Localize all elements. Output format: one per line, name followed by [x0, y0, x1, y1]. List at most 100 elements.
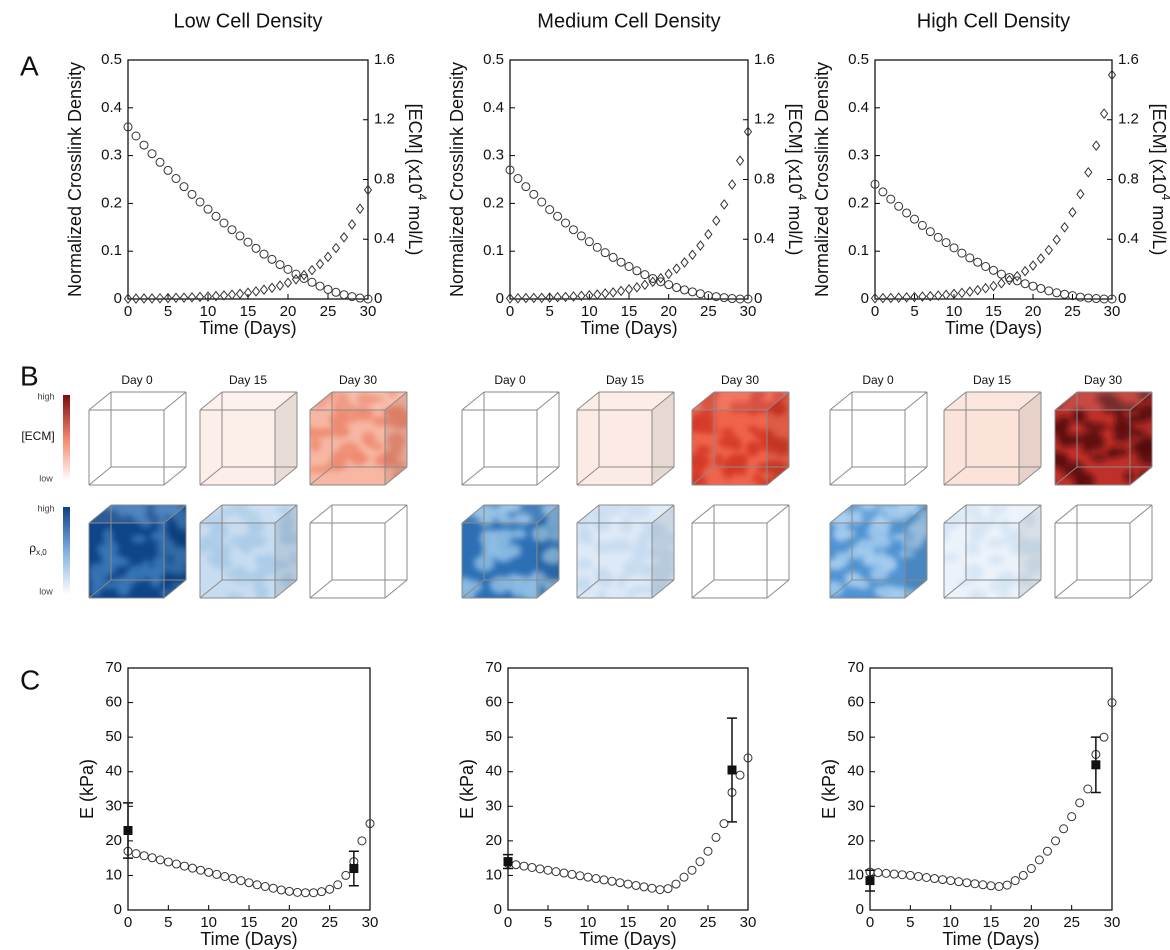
- data-point: [870, 292, 880, 304]
- cube-volume: [200, 392, 297, 485]
- data-point: [615, 878, 625, 888]
- cube-edge: [88, 579, 112, 599]
- data-point: [973, 257, 983, 267]
- cube-blob: [157, 517, 168, 532]
- cube-blob: [128, 505, 144, 517]
- y2-axis-title-part: [ECM] (x10: [785, 104, 805, 194]
- data-point: [918, 291, 927, 302]
- data-point: [711, 832, 721, 842]
- cube-blob: [1131, 429, 1145, 438]
- data-point: [925, 227, 935, 237]
- x-tick-label: 10: [942, 914, 959, 931]
- data-point: [139, 140, 149, 150]
- cube-edge: [536, 391, 560, 411]
- chart-title: Medium Cell Density: [537, 10, 720, 32]
- x-axis-title: Time (Days): [945, 318, 1042, 338]
- x-tick-label: 5: [910, 303, 918, 320]
- data-point: [727, 179, 737, 190]
- cube-blob: [170, 555, 186, 563]
- data-point: [926, 290, 935, 302]
- cube-blob: [501, 528, 513, 546]
- data-point: [204, 867, 214, 877]
- cube-blob: [609, 539, 633, 553]
- data-point: [608, 252, 618, 262]
- data-point: [228, 874, 238, 884]
- cube-edge: [1018, 391, 1042, 411]
- data-point: [989, 265, 998, 275]
- cube-blob: [636, 534, 647, 550]
- cube-blob: [733, 442, 742, 451]
- x-tick-label: 20: [660, 303, 677, 320]
- cube-blob: [753, 473, 763, 484]
- cube-edge: [576, 391, 600, 411]
- data-point: [341, 870, 351, 880]
- data-point: [577, 290, 586, 302]
- cube-edge: [88, 504, 112, 524]
- data-point: [299, 269, 309, 281]
- data-point: [607, 876, 617, 886]
- cube-blob: [834, 530, 851, 540]
- data-point: [1075, 292, 1085, 302]
- day-label: Day 15: [606, 373, 644, 387]
- x-tick-label: 15: [985, 303, 1002, 320]
- data-point: [962, 878, 972, 888]
- x-tick-label: 30: [1104, 914, 1121, 931]
- data-point: [521, 182, 531, 192]
- cube-blob: [330, 451, 340, 469]
- data-point: [680, 257, 689, 268]
- cube-edge: [943, 504, 967, 524]
- y-tick-label: 20: [485, 832, 502, 849]
- data-point: [349, 864, 359, 874]
- data-point: [623, 879, 633, 889]
- cube-edge: [766, 391, 790, 411]
- cube-volume: [462, 505, 559, 598]
- data-point: [941, 238, 951, 248]
- cube-fill: [944, 392, 1041, 485]
- data-point: [543, 865, 553, 875]
- data-point: [1044, 286, 1054, 296]
- data-point: [981, 282, 990, 294]
- cube-blob: [149, 577, 164, 584]
- y-tick-label: 0: [114, 901, 122, 918]
- y2-tick-label: 0.8: [754, 170, 775, 187]
- cube-blob: [489, 576, 511, 594]
- data-point: [973, 284, 982, 296]
- x-tick-label: 0: [871, 303, 879, 320]
- y-tick-label: 0.5: [101, 51, 122, 68]
- cube-edge: [829, 466, 853, 486]
- cube-blob: [310, 466, 331, 473]
- x-tick-label: 15: [241, 914, 258, 931]
- data-point: [881, 868, 891, 878]
- cube-blob: [623, 505, 638, 514]
- cube-blob: [692, 411, 716, 429]
- cube-top-shade: [692, 392, 789, 410]
- cube-blob: [965, 541, 981, 556]
- cube-edge: [829, 579, 853, 599]
- data-point: [894, 201, 904, 211]
- data-point: [599, 875, 609, 885]
- y2-tick-label: 1.2: [1118, 111, 1139, 128]
- data-point: [949, 243, 959, 253]
- ecm-colorbar: [63, 395, 70, 481]
- y-tick-label: 0.5: [483, 51, 504, 68]
- cube-edge: [88, 466, 112, 486]
- cube-blob: [1125, 414, 1149, 424]
- data-point: [545, 205, 555, 215]
- data-point: [1004, 272, 1014, 282]
- data-point: [188, 863, 198, 873]
- cube-blob: [1017, 541, 1036, 553]
- cube-edge: [309, 579, 333, 599]
- cube-blob: [144, 567, 166, 575]
- y-tick-label: 0.3: [483, 147, 504, 164]
- data-point: [505, 165, 515, 175]
- cube-edge: [274, 391, 298, 411]
- cube-edge: [904, 579, 928, 599]
- data-point: [355, 203, 365, 215]
- data-point: [970, 879, 980, 889]
- cube-blob: [1084, 422, 1109, 432]
- data-point: [743, 294, 753, 304]
- data-point: [640, 279, 650, 291]
- data-point: [616, 257, 626, 267]
- data-point: [913, 871, 923, 881]
